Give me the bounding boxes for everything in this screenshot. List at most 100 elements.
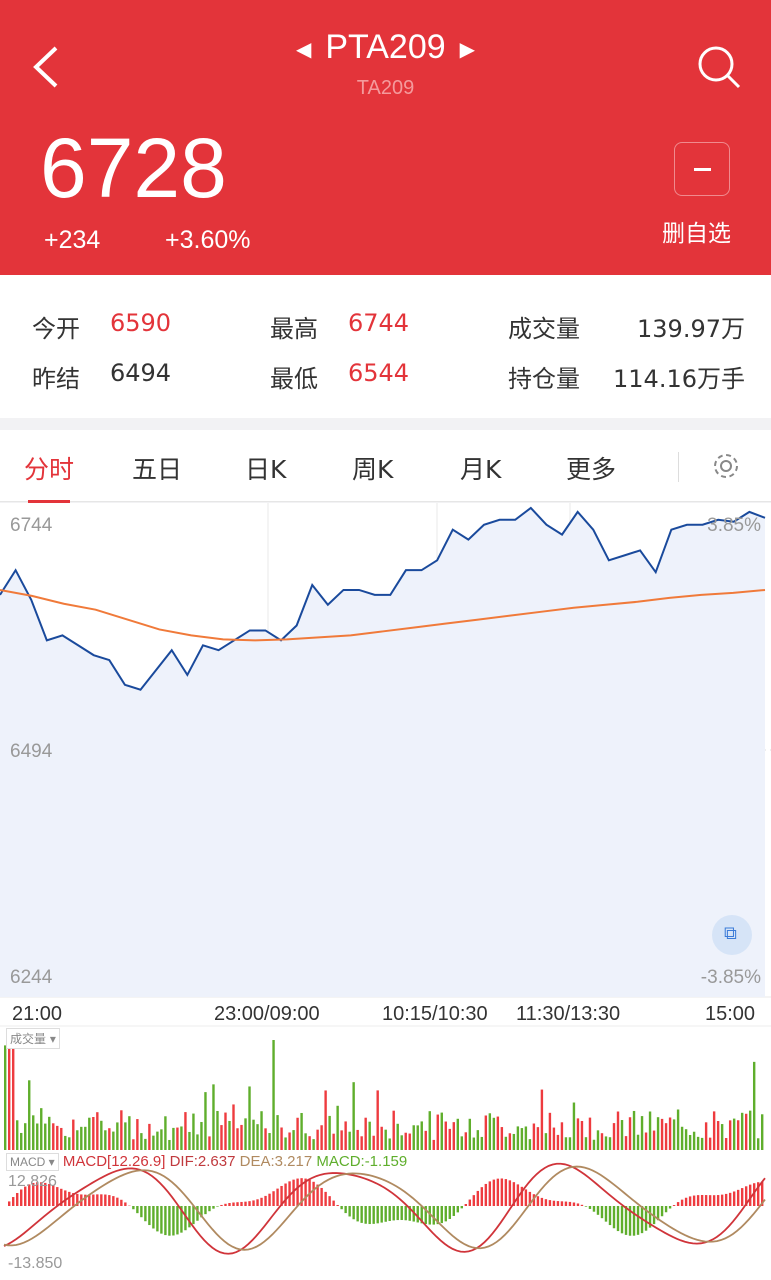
volume-bar — [116, 1122, 119, 1150]
volume-bar — [716, 1121, 720, 1150]
volume-bar — [416, 1125, 419, 1150]
macd-bar — [672, 1205, 676, 1206]
tab-5[interactable]: 更多 — [566, 455, 617, 484]
macd-bar — [468, 1199, 472, 1206]
search-icon[interactable] — [696, 44, 742, 90]
volume-bar — [668, 1117, 672, 1150]
macd-bar — [616, 1206, 620, 1232]
stat-label: 今开 — [32, 315, 80, 343]
macd-bar — [176, 1206, 179, 1235]
volume-label: 成交量 — [10, 1032, 47, 1046]
volume-bar — [548, 1112, 552, 1150]
macd-bar — [740, 1188, 744, 1206]
macd-bar — [588, 1206, 592, 1209]
macd-bar — [316, 1184, 319, 1206]
volume-bar — [564, 1137, 568, 1150]
stat-label: 昨结 — [32, 365, 80, 393]
volume-bar — [456, 1118, 459, 1150]
macd-bar — [56, 1187, 59, 1206]
macd-bar — [396, 1206, 399, 1221]
macd-bar — [320, 1187, 323, 1206]
macd-bar — [584, 1206, 588, 1207]
volume-bar — [488, 1113, 492, 1150]
macd-bar — [716, 1195, 720, 1206]
macd-bar — [428, 1206, 431, 1225]
macd-bar — [480, 1187, 484, 1206]
volume-indicator-select[interactable]: 成交量 ▾ — [6, 1028, 60, 1049]
volume-bar — [628, 1117, 632, 1150]
tab-4[interactable]: 月K — [460, 455, 502, 484]
macd-bar — [360, 1206, 363, 1223]
volume-bar — [392, 1110, 395, 1150]
volume-bar — [336, 1105, 339, 1150]
volume-bar — [68, 1137, 71, 1150]
tab-3[interactable]: 周K — [352, 455, 394, 484]
macd-bar — [404, 1206, 407, 1221]
y-label-bottom: 6244 — [10, 967, 53, 988]
volume-bar — [728, 1120, 732, 1150]
volume-bar — [84, 1126, 87, 1150]
macd-bar — [52, 1185, 55, 1206]
macd-bar — [500, 1178, 504, 1206]
y-label-top: 6744 — [10, 515, 53, 536]
volume-bar — [536, 1127, 540, 1150]
volume-bar — [128, 1116, 131, 1150]
volume-bar — [16, 1120, 19, 1150]
macd-bar — [172, 1206, 175, 1236]
tab-2[interactable]: 日K — [245, 455, 287, 484]
contract-code: TA209 — [356, 77, 415, 99]
stat-label: 最高 — [270, 315, 318, 343]
macd-bar — [560, 1201, 564, 1206]
volume-bar — [124, 1122, 127, 1150]
volume-bar — [508, 1133, 512, 1150]
remove-watchlist-button[interactable] — [674, 142, 730, 196]
macd-bar — [532, 1194, 536, 1206]
macd-bar — [260, 1197, 263, 1206]
volume-bar — [524, 1126, 528, 1150]
volume-bar — [276, 1115, 279, 1150]
next-contract-icon[interactable]: ▶ — [459, 38, 476, 61]
volume-bar — [4, 1045, 7, 1150]
volume-bar — [168, 1139, 171, 1150]
volume-bar — [272, 1040, 275, 1150]
volume-bar — [328, 1115, 331, 1150]
intraday-chart[interactable]: 6744 6494 6244 3.85% -3.85% ⧉ 21:00 23:0… — [0, 503, 771, 1280]
macd-bar — [492, 1179, 496, 1206]
macd-bar — [284, 1183, 287, 1206]
remove-watchlist-label[interactable]: 删自选 — [662, 221, 731, 247]
tab-0[interactable]: 分时 — [24, 450, 74, 503]
macd-bar — [204, 1206, 207, 1215]
volume-bar — [156, 1131, 159, 1150]
volume-bar — [404, 1132, 407, 1150]
volume-bar — [428, 1111, 431, 1150]
volume-bar — [616, 1111, 620, 1150]
macd-bar — [528, 1191, 532, 1206]
contract-title[interactable]: ◀ PTA209 ▶ — [0, 28, 771, 67]
volume-bar — [736, 1120, 740, 1150]
macd-bar — [556, 1201, 560, 1206]
back-icon[interactable] — [30, 44, 70, 90]
tab-1[interactable]: 五日 — [132, 455, 183, 484]
macd-bar — [324, 1191, 327, 1206]
volume-bar — [316, 1129, 319, 1150]
volume-bar — [132, 1139, 135, 1150]
macd-bar — [288, 1181, 291, 1206]
price-area — [0, 507, 765, 997]
volume-bar — [52, 1123, 55, 1150]
volume-bar — [160, 1129, 163, 1150]
macd-bar — [88, 1194, 91, 1206]
macd-bar — [432, 1206, 435, 1225]
macd-bar — [752, 1183, 756, 1206]
macd-bar — [236, 1202, 239, 1206]
settings-gear-icon[interactable] — [710, 450, 742, 482]
stats-panel: 今开 6590 最高 6744 成交量 139.97万 昨结 6494 最低 6544 持仓量 114… — [0, 275, 771, 418]
volume-bar — [752, 1061, 756, 1150]
macd-indicator-select[interactable]: MACD ▾ — [6, 1153, 59, 1171]
volume-bar — [568, 1137, 572, 1150]
fullscreen-button[interactable]: ⧉ — [712, 915, 752, 955]
macd-bar — [164, 1206, 167, 1236]
volume-bar — [380, 1126, 383, 1150]
macd-bar — [272, 1191, 275, 1206]
macd-bar — [488, 1181, 492, 1206]
prev-contract-icon[interactable]: ◀ — [295, 38, 312, 61]
